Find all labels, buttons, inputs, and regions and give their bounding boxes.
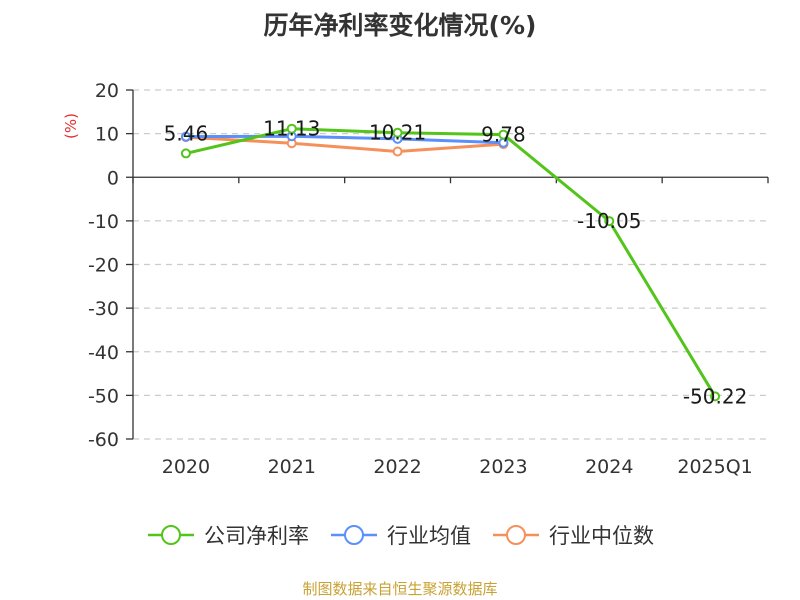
data-point [180,148,191,159]
legend-item: 公司净利率 [146,520,309,550]
legend-item: 行业中位数 [491,520,654,550]
y-tick-label: 10 [95,124,119,146]
legend-marker-icon [493,525,539,545]
y-tick-label: 0 [107,167,119,189]
data-labels: 5.46 11.13 10.21 9.78 -10.05 -50.22 [164,117,748,409]
data-point [604,216,615,227]
series-line [185,127,717,398]
legend-label: 行业中位数 [549,524,654,548]
series-line [185,135,504,154]
data-point [180,131,191,142]
x-tick-label: 2021 [268,456,316,478]
data-label: 10.21 [369,121,426,145]
series-line [185,134,504,145]
data-point [286,123,297,134]
series-lines [180,123,721,402]
legend-marker-icon [148,525,194,545]
data-point [392,146,403,157]
y-tick-label: -40 [88,342,119,364]
y-tick-label: -50 [88,385,119,407]
chart-title: 历年净利率变化情况(%) [263,11,537,40]
x-tick-label: 2023 [479,456,527,478]
axes: 20 10 0 -10 -20 -30 -40 -50 -60 2020 2021 2022 2023 2… [88,80,769,478]
data-label: 9.78 [481,123,526,147]
source-note: 制图数据来自恒生聚源数据库 [302,580,498,598]
data-point [710,391,721,402]
y-tick-label: -30 [88,298,119,320]
x-tick-label: 2020 [162,456,210,478]
data-label: 11.13 [263,117,320,141]
legend-marker-icon [331,525,377,545]
legend-label: 行业均值 [387,524,471,548]
data-point [498,129,509,140]
legend-label: 公司净利率 [204,524,309,548]
legend-item: 行业均值 [329,520,471,550]
legend: 公司净利率 行业均值 行业中位数 [0,520,800,550]
x-tick-label: 2025Q1 [677,456,752,478]
y-tick-label: -20 [88,255,119,277]
y-tick-label: -10 [88,211,119,233]
y-tick-label: -60 [88,429,119,451]
data-label: -50.22 [683,384,747,408]
y-tick-label: 20 [95,80,119,102]
line-chart: 20 10 0 -10 -20 -30 -40 -50 -60 2020 2021 2022 2023 2… [62,80,769,478]
x-tick-label: 2024 [585,456,633,478]
data-label: -10.05 [577,209,641,233]
data-point [392,127,403,138]
y-axis-unit-label: (%) [62,113,80,139]
data-label: 5.46 [164,121,209,145]
x-tick-label: 2022 [373,456,421,478]
